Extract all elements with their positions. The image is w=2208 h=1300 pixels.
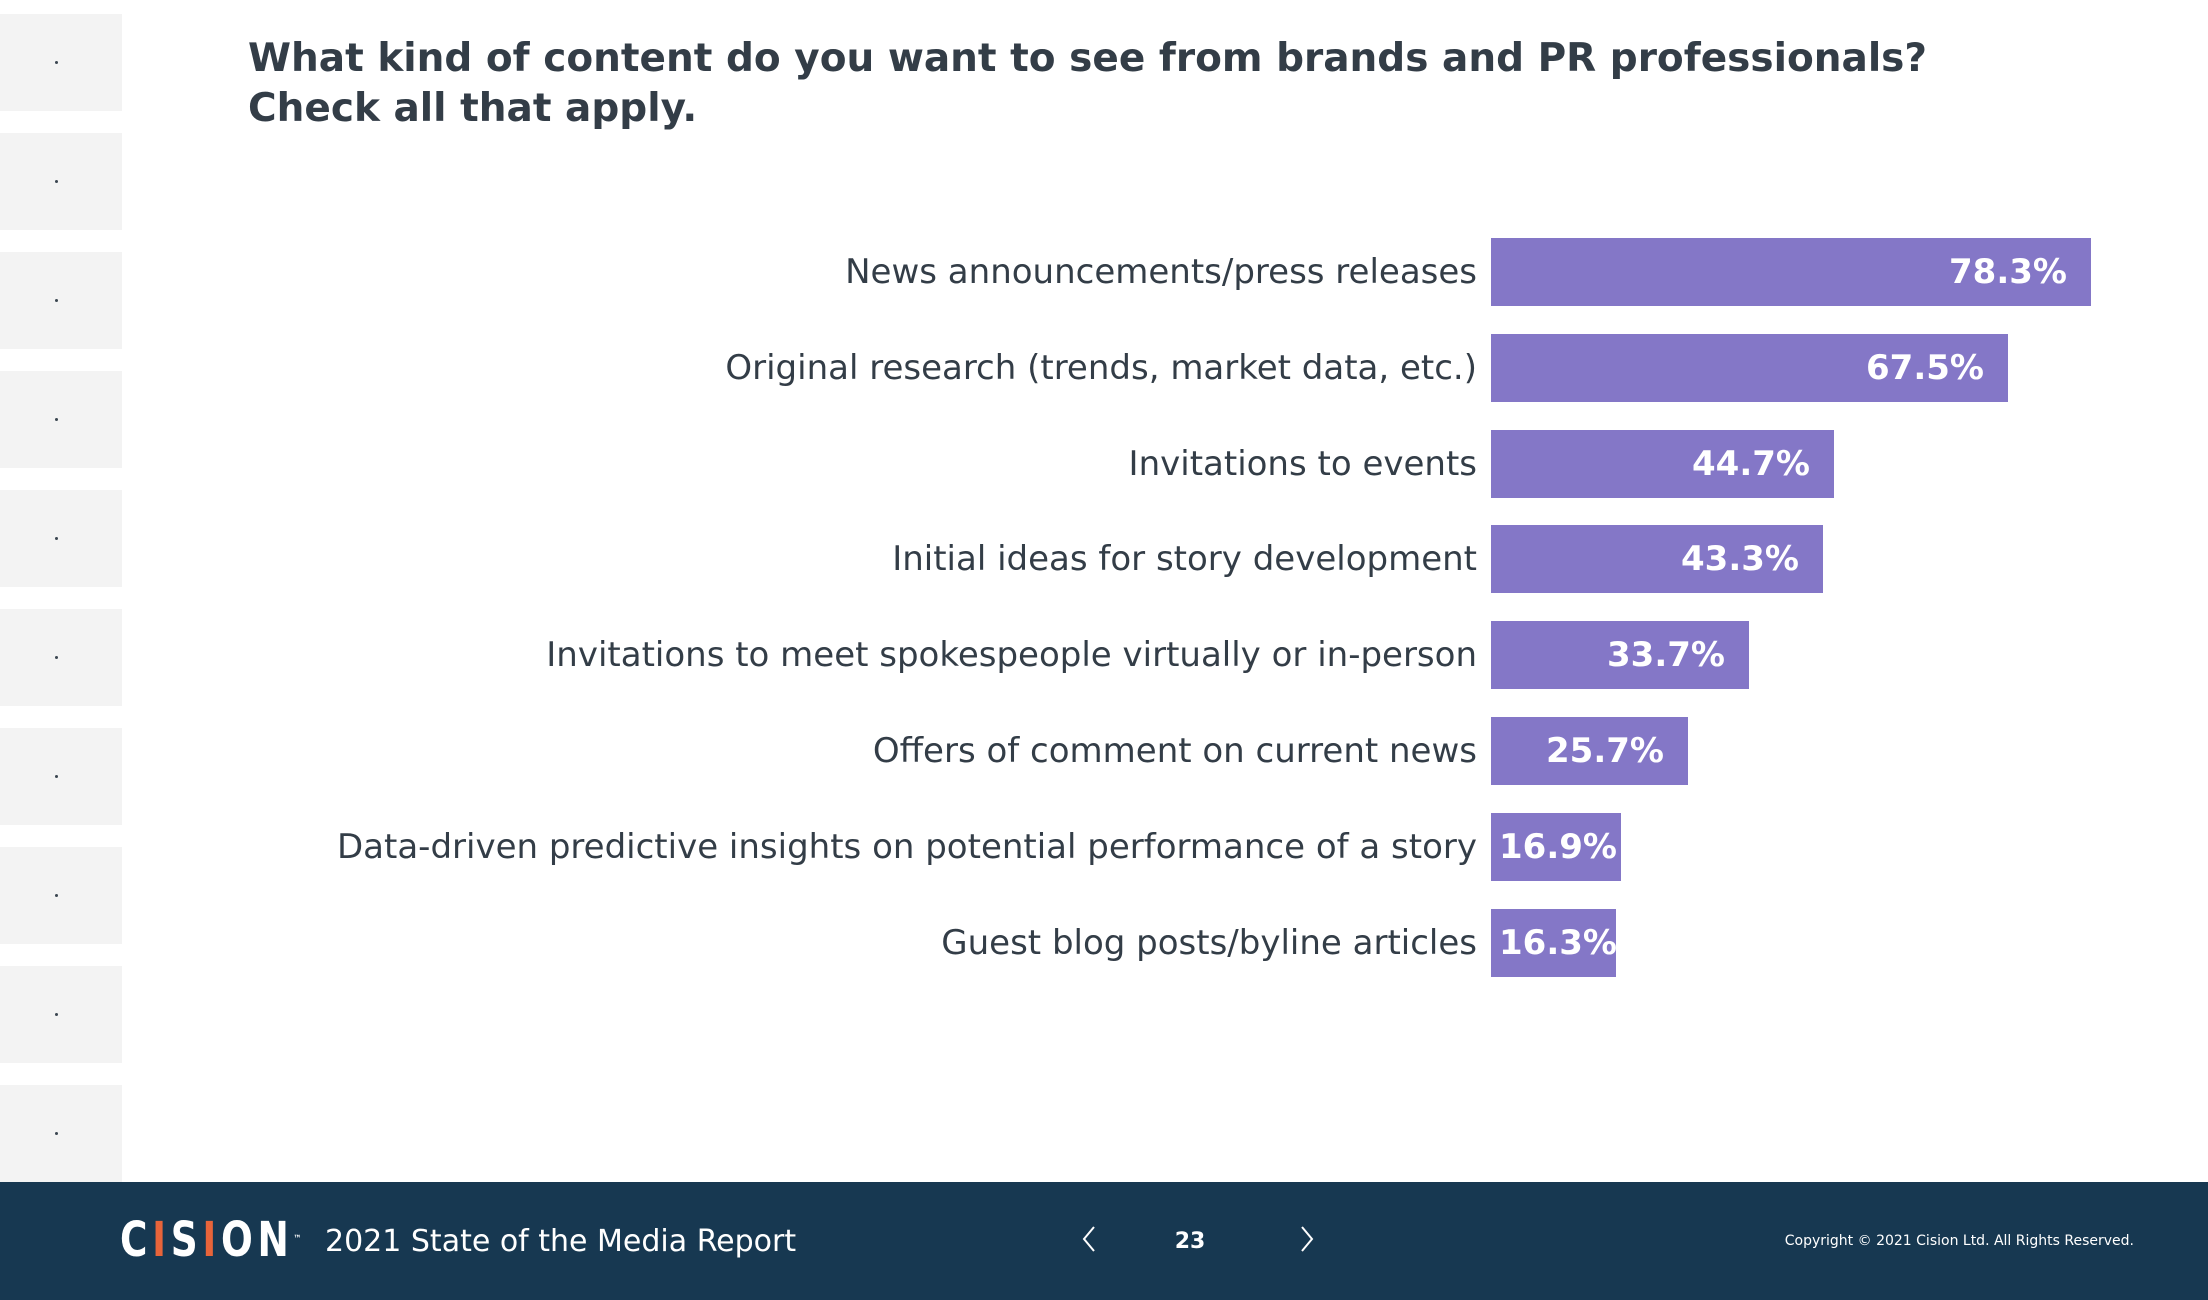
thumbnail-dot — [55, 775, 58, 778]
thumbnail-dot — [55, 61, 58, 64]
title-line-2: Check all that apply. — [248, 86, 698, 131]
bar-chart: News announcements/press releases 78.3% Or… — [337, 238, 2091, 977]
thumbnail-dot — [55, 537, 58, 540]
category-label: Initial ideas for story development — [892, 539, 1477, 579]
value-label: 33.7% — [1607, 635, 1725, 675]
slide-thumbnail[interactable] — [0, 371, 122, 468]
bar — [1491, 621, 1749, 689]
slide-thumbnail[interactable] — [0, 252, 122, 349]
thumbnail-dot — [55, 894, 58, 897]
page-number: 23 — [1174, 1229, 1206, 1254]
thumbnail-dot — [55, 656, 58, 659]
value-label: 44.7% — [1692, 444, 1810, 484]
slide-thumbnail[interactable] — [0, 490, 122, 587]
bar — [1491, 430, 1834, 498]
slide-thumbnail[interactable] — [0, 966, 122, 1063]
category-label: Invitations to meet spokespeople virtual… — [546, 635, 1477, 675]
slide-thumbnail[interactable] — [0, 1085, 122, 1182]
thumbnail-dot — [55, 299, 58, 302]
slide-thumbnail[interactable] — [0, 133, 122, 230]
bar — [1491, 909, 1616, 977]
category-label: Offers of comment on current news — [872, 731, 1477, 771]
slide-thumbnail[interactable] — [0, 847, 122, 944]
thumbnail-dot — [55, 1013, 58, 1016]
bar — [1491, 813, 1621, 881]
bar — [1491, 334, 2008, 402]
slide-thumbnail-strip — [0, 0, 122, 1182]
cision-logo: CISION™ — [120, 1212, 302, 1268]
value-label: 16.3% — [1499, 923, 1617, 963]
bar — [1491, 717, 1688, 785]
category-label: Invitations to events — [1128, 444, 1477, 484]
chevron-right-icon — [1301, 1226, 1314, 1252]
value-label: 16.9% — [1499, 827, 1617, 867]
value-label: 67.5% — [1866, 348, 1984, 388]
copyright-text: Copyright © 2021 Cision Ltd. All Rights … — [1784, 1233, 2134, 1249]
footer-bar: CISION™ 2021 State of the Media Report 2… — [0, 1182, 2208, 1300]
page-title: What kind of content do you want to see … — [248, 34, 1948, 134]
value-label: 25.7% — [1546, 731, 1664, 771]
category-label: News announcements/press releases — [845, 252, 1477, 292]
bar — [1491, 525, 1823, 593]
slide-thumbnail[interactable] — [0, 728, 122, 825]
category-label: Original research (trends, market data, … — [725, 348, 1477, 388]
bar — [1491, 238, 2091, 306]
value-label: 43.3% — [1681, 539, 1799, 579]
value-label: 78.3% — [1949, 252, 2067, 292]
slide-thumbnail[interactable] — [0, 609, 122, 706]
slide-thumbnail[interactable] — [0, 14, 122, 111]
title-line-1: What kind of content do you want to see … — [248, 36, 1928, 81]
chevron-left-icon — [1082, 1226, 1095, 1252]
next-page-button[interactable] — [1286, 1217, 1326, 1261]
thumbnail-dot — [55, 180, 58, 183]
previous-page-button[interactable] — [1070, 1217, 1110, 1261]
category-label: Guest blog posts/byline articles — [941, 923, 1477, 963]
category-label: Data-driven predictive insights on poten… — [337, 827, 1477, 867]
report-title: 2021 State of the Media Report — [325, 1224, 797, 1259]
thumbnail-dot — [55, 1132, 58, 1135]
thumbnail-dot — [55, 418, 58, 421]
